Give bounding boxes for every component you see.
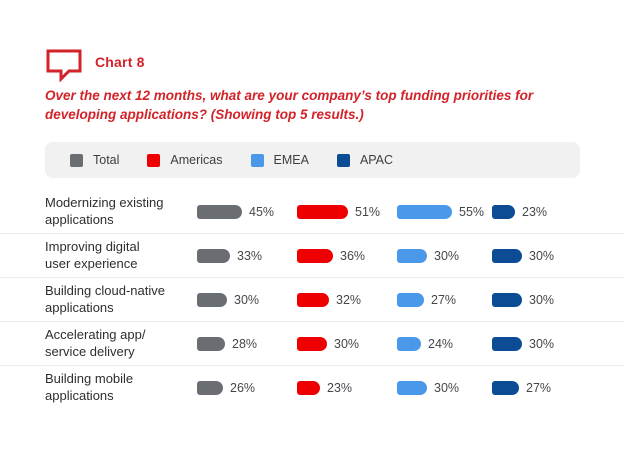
bar-group-americas: 36% [297, 234, 365, 277]
legend-swatch [336, 153, 350, 167]
bar-value-label: 28% [232, 336, 258, 351]
bar-value-label: 45% [249, 204, 275, 219]
legend-label: Total [93, 153, 120, 167]
bar-group-emea: 30% [397, 234, 459, 277]
chart-rows: Modernizing existing applications 45% 51%… [0, 190, 624, 409]
bar-value-label: 30% [529, 336, 555, 351]
bar-group-total: 28% [197, 322, 257, 365]
chart-row: Building cloud-native applications 30% 32… [0, 277, 624, 321]
bar-americas [297, 248, 333, 263]
bar-value-label: 27% [431, 292, 457, 307]
bar-group-apac: 30% [492, 322, 554, 365]
bar-value-label: 51% [355, 204, 381, 219]
bar-group-total: 45% [197, 190, 274, 233]
category-label: Modernizing existing applications [45, 195, 164, 227]
chart-row: Accelerating app/ service delivery 28% 30… [0, 321, 624, 365]
bar-apac [492, 380, 519, 395]
chart-row: Improving digital user experience 33% 36%… [0, 233, 624, 277]
bar-emea [397, 336, 421, 351]
bar-value-label: 30% [434, 248, 460, 263]
bar-emea [397, 204, 452, 219]
bar-value-label: 30% [529, 292, 555, 307]
legend-item-emea: EMEA [250, 153, 309, 167]
bar-value-label: 26% [230, 380, 256, 395]
legend-item-apac: APAC [336, 153, 394, 167]
bar-value-label: 27% [526, 380, 552, 395]
legend-swatch [250, 153, 264, 167]
chart-row: Modernizing existing applications 45% 51%… [0, 190, 624, 233]
bar-emea [397, 380, 427, 395]
bar-group-americas: 51% [297, 190, 380, 233]
bar-group-americas: 32% [297, 278, 361, 321]
bar-group-emea: 24% [397, 322, 453, 365]
bar-group-americas: 30% [297, 322, 359, 365]
bar-apac [492, 248, 522, 263]
category-label: Improving digital user experience [45, 239, 140, 271]
bar-total [197, 204, 242, 219]
bar-value-label: 24% [428, 336, 454, 351]
bar-apac [492, 204, 515, 219]
bar-apac [492, 292, 522, 307]
bar-value-label: 33% [237, 248, 263, 263]
legend-label: Americas [170, 153, 223, 167]
bar-value-label: 30% [234, 292, 260, 307]
bar-group-apac: 27% [492, 366, 551, 409]
bar-group-emea: 27% [397, 278, 456, 321]
bar-group-apac: 30% [492, 234, 554, 277]
bar-value-label: 23% [327, 380, 353, 395]
bar-group-apac: 23% [492, 190, 547, 233]
bar-value-label: 23% [522, 204, 548, 219]
bar-americas [297, 292, 329, 307]
category-label: Accelerating app/ service delivery [45, 327, 146, 359]
legend: Total Americas EMEA APAC [45, 142, 580, 178]
bar-apac [492, 336, 522, 351]
legend-swatch [70, 153, 83, 167]
bar-total [197, 336, 225, 351]
bar-emea [397, 292, 424, 307]
legend-item-total: Total [70, 153, 119, 167]
category-label: Building cloud-native applications [45, 283, 165, 315]
bar-group-total: 26% [197, 366, 255, 409]
bar-value-label: 36% [340, 248, 366, 263]
chart-subtitle: Over the next 12 months, what are your c… [45, 88, 534, 122]
legend-label: APAC [359, 153, 394, 167]
bar-value-label: 55% [459, 204, 485, 219]
chart-title: Chart 8 [95, 54, 145, 70]
bar-value-label: 32% [336, 292, 362, 307]
bar-group-emea: 55% [397, 190, 484, 233]
bar-americas [297, 204, 348, 219]
bar-value-label: 30% [529, 248, 555, 263]
speech-bubble-icon [45, 48, 83, 87]
bar-emea [397, 248, 427, 263]
bar-group-emea: 30% [397, 366, 459, 409]
bar-group-apac: 30% [492, 278, 554, 321]
bar-value-label: 30% [334, 336, 360, 351]
bar-americas [297, 380, 320, 395]
legend-item-americas: Americas [147, 153, 223, 167]
bar-group-americas: 23% [297, 366, 352, 409]
legend-swatch [147, 153, 161, 167]
bar-group-total: 33% [197, 234, 262, 277]
chart-row: Building mobile applications 26% 23% 30% 27… [0, 365, 624, 409]
bar-total [197, 248, 230, 263]
bar-total [197, 292, 227, 307]
category-label: Building mobile applications [45, 371, 134, 403]
bar-total [197, 380, 223, 395]
bar-americas [297, 336, 327, 351]
legend-label: EMEA [273, 153, 309, 167]
bar-group-total: 30% [197, 278, 259, 321]
bar-value-label: 30% [434, 380, 460, 395]
